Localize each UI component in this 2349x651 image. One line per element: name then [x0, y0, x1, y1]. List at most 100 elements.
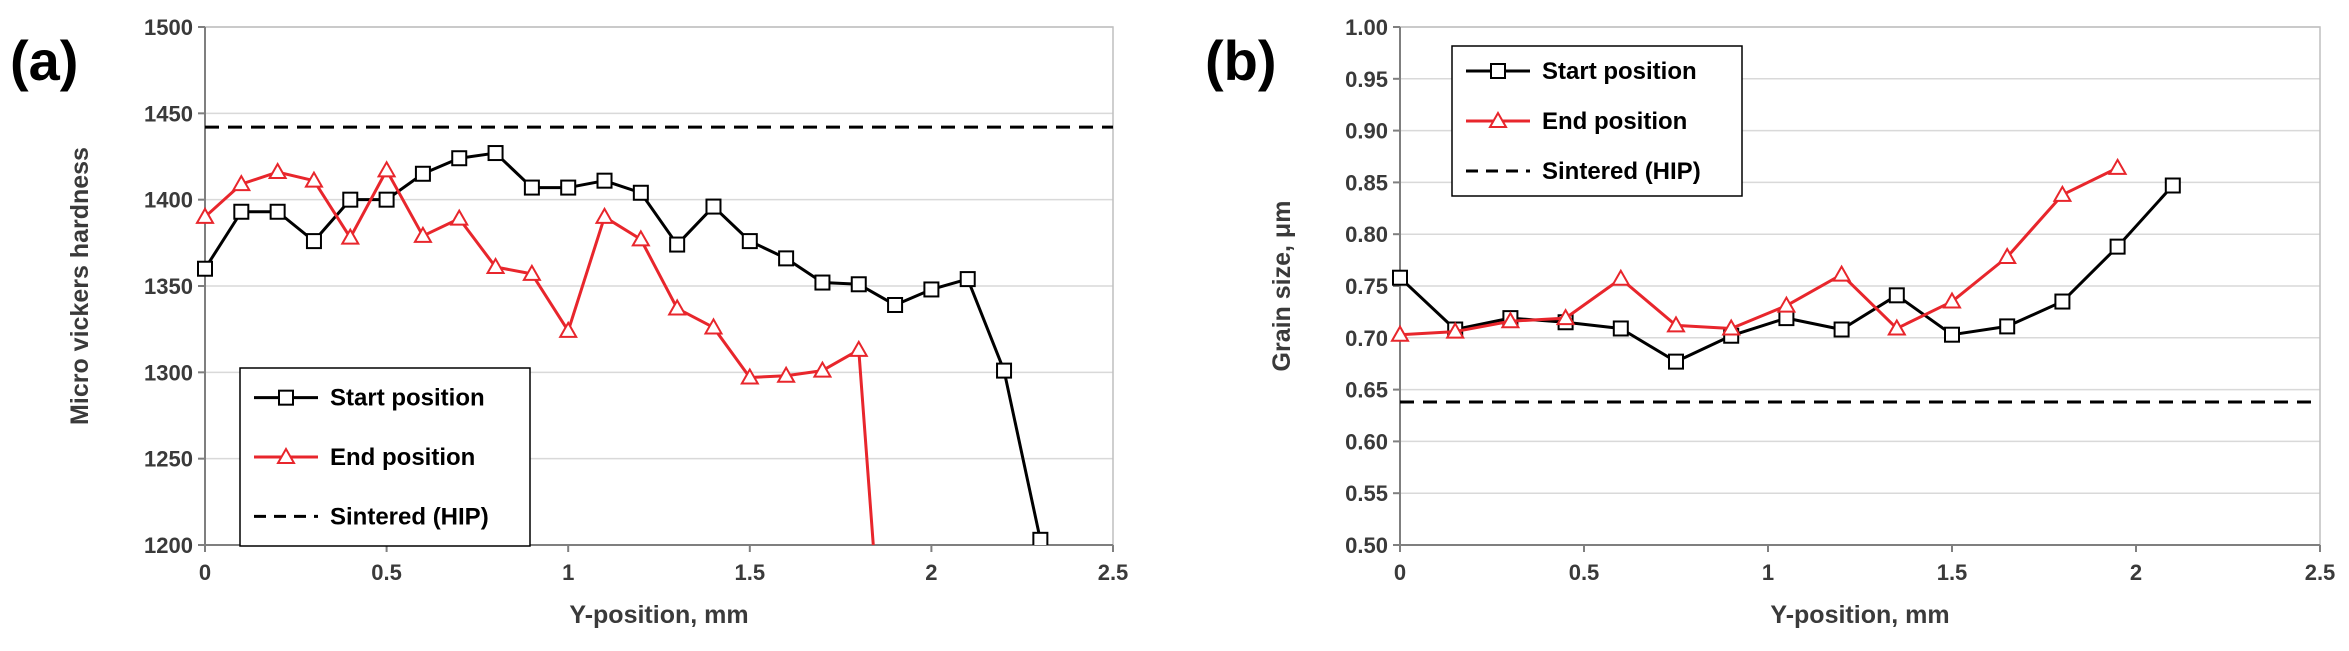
- series-layer: [195, 125, 1113, 545]
- series-end-position-point: [1831, 264, 1852, 282]
- series-end-position-point: [1390, 324, 1410, 342]
- legend-marker-start-position: [1490, 63, 1506, 79]
- series-end-position-point: [231, 174, 252, 192]
- series-end-position-point: [1887, 318, 1907, 336]
- series-end-position-point: [558, 320, 578, 338]
- x-tick-label: 0: [199, 560, 211, 585]
- legend-marker-start-position: [278, 389, 294, 406]
- legend-label-end-position: End position: [330, 444, 475, 471]
- series-layer: [1390, 157, 2320, 404]
- x-tick-label: 2.5: [1098, 560, 1129, 585]
- series-end-position-point: [376, 160, 397, 178]
- series-end-position-point: [195, 206, 215, 224]
- series-start-position-point: [233, 203, 250, 220]
- series-start-position-point: [1668, 353, 1684, 370]
- y-axis-title: Micro vickers hardness: [66, 147, 94, 425]
- x-tick-label: 0.5: [371, 560, 402, 585]
- series-start-position-point: [741, 233, 758, 250]
- y-tick-label: 0.65: [1345, 378, 1388, 403]
- series-end-position-point: [449, 208, 469, 226]
- series-start-position-point: [1612, 320, 1629, 337]
- series-end-position-point: [413, 225, 433, 243]
- series-end-position-point: [1997, 246, 2017, 264]
- x-tick-label: 2: [2130, 560, 2142, 585]
- y-tick-label: 1250: [144, 447, 193, 472]
- series-end-position-point: [267, 162, 288, 180]
- series-start-position-point: [2164, 177, 2181, 194]
- y-tick-label: 0.60: [1345, 429, 1388, 454]
- series-start-position-point: [1392, 269, 1408, 286]
- series-start-position-point: [305, 233, 322, 250]
- y-tick-label: 1500: [144, 15, 193, 40]
- x-tick-label: 2.5: [2305, 560, 2336, 585]
- series-end-position-point: [1445, 321, 1465, 339]
- series-start-position-point: [887, 296, 904, 313]
- panel-b-grain-size-chart: 0.500.550.600.650.700.750.800.850.900.95…: [1205, 15, 2335, 629]
- y-tick-label: 0.55: [1345, 481, 1388, 506]
- y-tick-label: 0.90: [1345, 119, 1388, 144]
- series-start-position-point: [632, 184, 649, 201]
- y-tick-label: 1300: [144, 360, 193, 385]
- series-end-position-point: [1776, 295, 1797, 313]
- series-start-position-point: [596, 172, 613, 189]
- legend-label-start-position: Start position: [1542, 58, 1697, 85]
- series-end-position-point: [631, 229, 651, 247]
- series-start-position-point: [1944, 326, 1960, 343]
- series-start-position-point: [1888, 287, 1905, 304]
- series-end-position-point: [2107, 157, 2128, 175]
- legend-marker-end-position: [1488, 110, 1508, 128]
- y-tick-label: 1.00: [1345, 15, 1388, 40]
- x-axis-title: Y-position, mm: [569, 601, 748, 629]
- series-start-position-point: [778, 250, 795, 267]
- legend: Start position End position Sintered (HIP): [1451, 45, 1743, 197]
- legend-label-start-position: Start position: [330, 385, 485, 412]
- series-start-position-point: [1999, 318, 2016, 335]
- series-end-position-point: [522, 263, 542, 281]
- y-tick-label: 0.50: [1345, 533, 1388, 558]
- series-end-position-point: [2052, 184, 2073, 202]
- series-end-position-point: [594, 206, 615, 224]
- series-end-position-point: [340, 227, 361, 245]
- series-start-position-point: [996, 362, 1013, 379]
- series-start-position-point: [342, 191, 359, 208]
- series-start-position-point: [197, 260, 213, 277]
- series-start-position-point: [451, 150, 468, 167]
- series-end-position-point: [1721, 318, 1741, 336]
- y-tick-label: 1200: [144, 533, 193, 558]
- panel-label: (b): [1205, 29, 1277, 92]
- series-start-position-point: [923, 281, 940, 298]
- series-start-position-point: [959, 271, 976, 288]
- x-tick-label: 1.5: [735, 560, 766, 585]
- series-start-position-point: [1778, 310, 1795, 327]
- x-tick-label: 0: [1394, 560, 1406, 585]
- legend-label-sintered-hip: Sintered (HIP): [330, 503, 489, 530]
- x-tick-label: 1: [562, 560, 574, 585]
- y-axis-title: Grain size, μm: [1268, 201, 1296, 372]
- series-end-position-point: [304, 170, 324, 188]
- series-end-position-line: [203, 168, 875, 545]
- series-end-position-point: [667, 298, 687, 316]
- series-start-position-point: [269, 203, 286, 220]
- series-end-position-point: [1666, 315, 1686, 333]
- series-start-position-point: [2109, 238, 2126, 255]
- legend-label-end-position: End position: [1542, 108, 1687, 135]
- series-start-position-point: [1032, 531, 1049, 545]
- series-end-position-point: [1500, 311, 1521, 329]
- series-start-position-point: [378, 191, 395, 208]
- x-tick-label: 1: [1762, 560, 1774, 585]
- series-start-position-point: [1833, 321, 1850, 338]
- series-start-position-point: [850, 276, 867, 293]
- series-start-position-point: [814, 274, 831, 291]
- y-tick-label: 0.70: [1345, 326, 1388, 351]
- legend-marker-end-position: [276, 446, 296, 464]
- series-end-position-line: [1399, 166, 2119, 337]
- series-end-position-point: [1942, 291, 1962, 309]
- series-start-position-point: [523, 179, 540, 196]
- series-start-position-point: [2054, 293, 2071, 310]
- series-start-position-point: [414, 165, 431, 182]
- y-tick-label: 1450: [144, 101, 193, 126]
- x-axis-title: Y-position, mm: [1770, 601, 1949, 629]
- x-tick-label: 2: [925, 560, 937, 585]
- series-end-position-point: [849, 339, 869, 357]
